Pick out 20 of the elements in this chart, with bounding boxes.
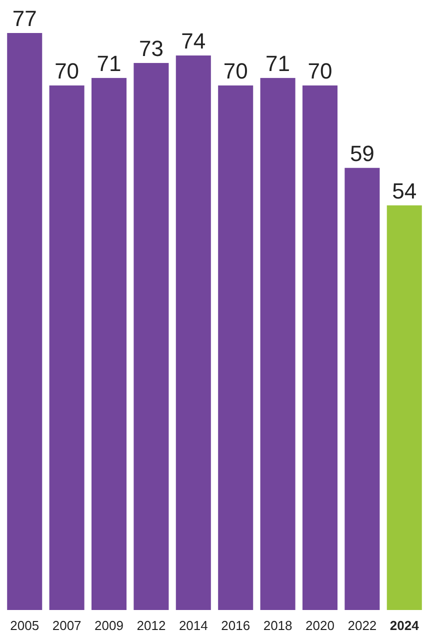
x-tick-label: 2016 — [221, 618, 250, 634]
data-label: 70 — [54, 58, 80, 84]
x-tick-label: 2012 — [136, 618, 166, 634]
data-label: 71 — [266, 50, 290, 76]
data-label: 73 — [138, 36, 164, 61]
x-tick-label: 2022 — [348, 618, 377, 634]
x-tick-label: 2007 — [52, 618, 82, 634]
x-tick-label: 2014 — [178, 618, 208, 634]
x-tick-label: 2024 — [390, 618, 420, 634]
data-label: 54 — [392, 178, 417, 204]
x-tick-label: 2018 — [263, 618, 292, 634]
data-label: 70 — [223, 58, 248, 84]
x-tick-label: 2020 — [306, 618, 334, 634]
x-tick-label: 2005 — [10, 618, 40, 634]
data-label: 59 — [350, 140, 374, 166]
data-label: 74 — [181, 28, 206, 54]
data-label: 77 — [12, 6, 37, 31]
data-label: 70 — [308, 58, 332, 84]
data-label: 71 — [96, 50, 122, 76]
x-tick-label: 2009 — [94, 618, 124, 634]
